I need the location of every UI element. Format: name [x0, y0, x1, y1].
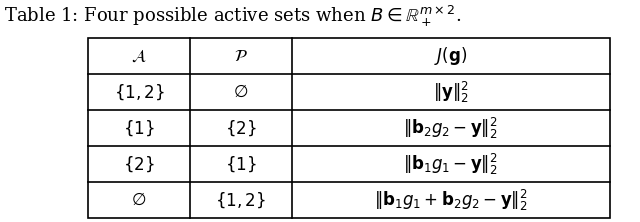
Text: $\|\mathbf{b}_2g_2 - \mathbf{y}\|_2^2$: $\|\mathbf{b}_2g_2 - \mathbf{y}\|_2^2$: [403, 115, 498, 141]
Bar: [88, 38, 610, 218]
Text: $\{2\}$: $\{2\}$: [123, 154, 155, 174]
Text: $\{1,2\}$: $\{1,2\}$: [215, 190, 266, 210]
Text: $J(\mathbf{g})$: $J(\mathbf{g})$: [434, 45, 467, 67]
Text: Table 1: Four possible active sets when $B \in \mathbb{R}_+^{m\times 2}$.: Table 1: Four possible active sets when …: [4, 4, 461, 29]
Text: $\{2\}$: $\{2\}$: [225, 118, 257, 138]
Text: $\|\mathbf{y}\|_2^2$: $\|\mathbf{y}\|_2^2$: [433, 79, 468, 105]
Text: $\{1\}$: $\{1\}$: [123, 118, 155, 138]
Text: $\{1,2\}$: $\{1,2\}$: [113, 82, 164, 102]
Text: $\mathcal{A}$: $\mathcal{A}$: [131, 48, 147, 65]
Text: $\mathcal{P}$: $\mathcal{P}$: [234, 48, 248, 65]
Text: $\|\mathbf{b}_1g_1 - \mathbf{y}\|_2^2$: $\|\mathbf{b}_1g_1 - \mathbf{y}\|_2^2$: [403, 151, 498, 176]
Text: $\|\mathbf{b}_1g_1 + \mathbf{b}_2g_2 - \mathbf{y}\|_2^2$: $\|\mathbf{b}_1g_1 + \mathbf{b}_2g_2 - \…: [374, 187, 527, 212]
Text: $\emptyset$: $\emptyset$: [131, 192, 147, 208]
Text: $\{1\}$: $\{1\}$: [225, 154, 257, 174]
Text: $\emptyset$: $\emptyset$: [233, 83, 248, 101]
